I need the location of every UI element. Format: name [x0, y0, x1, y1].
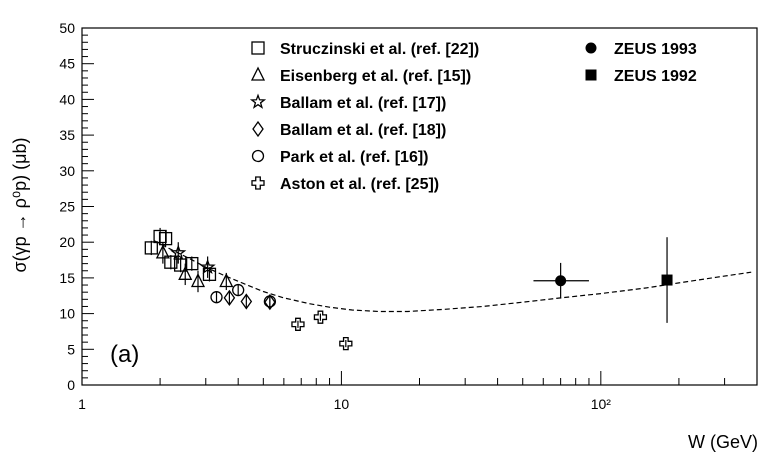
- x-tick-label: 10²: [591, 396, 612, 412]
- data-point: [240, 293, 253, 310]
- y-tick-label: 50: [59, 20, 75, 36]
- marker-filled-circle: [585, 42, 597, 54]
- data-point: [263, 295, 277, 308]
- y-tick-label: 40: [59, 91, 75, 107]
- y-tick-label: 30: [59, 163, 75, 179]
- series-open-cross: [291, 310, 353, 351]
- marker-cross: [313, 310, 328, 324]
- data-point: [202, 267, 217, 282]
- legend-label: Ballam et al. (ref. [17]): [280, 95, 446, 112]
- marker-square: [251, 41, 265, 55]
- y-axis-ticks: 0 5 10 15 20 25 30 35 40 45 50: [59, 20, 94, 393]
- series-open-triangle: [155, 242, 234, 293]
- marker-cross: [251, 176, 265, 190]
- marker-filled-square: [585, 69, 597, 81]
- y-tick-label: 45: [59, 56, 75, 72]
- data-point: [190, 270, 206, 293]
- fit-curve: [154, 240, 752, 313]
- marker-triangle: [190, 273, 206, 288]
- fit-curve-group: [154, 240, 752, 313]
- y-tick-label: 20: [59, 234, 75, 250]
- marker-triangle: [155, 244, 170, 259]
- legend-label: Park et al. (ref. [16]): [280, 149, 429, 166]
- data-point: [199, 256, 216, 278]
- legend-item: Park et al. (ref. [16]): [251, 149, 429, 166]
- data-points: [144, 227, 673, 351]
- series-filled-circle: [533, 262, 589, 299]
- panel-label: (a): [110, 341, 139, 368]
- legend-item: Struczinski et al. (ref. [22]): [251, 41, 479, 58]
- data-point: [232, 283, 245, 297]
- marker-triangle: [178, 265, 193, 280]
- legend-item: Ballam et al. (ref. [18]): [252, 120, 446, 139]
- marker-filled-square: [661, 274, 673, 286]
- marker-triangle: [219, 273, 234, 288]
- marker-circle: [263, 295, 277, 308]
- legend-label: Eisenberg et al. (ref. [15]): [280, 68, 471, 85]
- marker-diamond: [264, 294, 276, 311]
- data-point: [170, 242, 187, 264]
- marker-diamond: [240, 293, 253, 310]
- y-tick-label: 5: [67, 341, 75, 357]
- marker-circle: [251, 149, 265, 163]
- marker-star: [249, 93, 267, 109]
- legend-item: Aston et al. (ref. [25]): [251, 176, 439, 193]
- data-point: [155, 242, 170, 264]
- marker-star: [199, 258, 216, 275]
- marker-square: [202, 267, 217, 281]
- legend-item: Eisenberg et al. (ref. [15]): [250, 66, 471, 85]
- y-tick-label: 25: [59, 199, 75, 215]
- x-tick-label: 1: [78, 396, 86, 412]
- x-tick-label: 10: [334, 396, 350, 412]
- marker-star: [170, 244, 187, 260]
- series-open-star: [170, 242, 216, 278]
- data-point: [210, 291, 223, 304]
- data-point: [185, 256, 199, 271]
- y-tick-label: 15: [59, 270, 75, 286]
- legend: Struczinski et al. (ref. [22]) Eisenberg …: [249, 41, 697, 193]
- data-point: [533, 262, 589, 299]
- marker-circle: [210, 291, 223, 304]
- legend-item: Ballam et al. (ref. [17]): [249, 93, 446, 112]
- data-point: [158, 230, 173, 248]
- marker-cross: [339, 336, 353, 351]
- legend-label: Ballam et al. (ref. [18]): [280, 122, 446, 139]
- marker-square: [158, 231, 173, 246]
- x-axis-ticks: 1 10 10²: [78, 371, 758, 412]
- y-axis-label: σ(γp → ρ⁰p) (μb): [10, 138, 30, 273]
- marker-circle: [232, 283, 245, 297]
- data-point: [291, 317, 305, 331]
- legend-item: ZEUS 1993: [585, 41, 697, 58]
- data-point: [313, 310, 328, 324]
- data-point: [144, 240, 158, 256]
- series-filled-square: [661, 237, 673, 323]
- data-point: [339, 336, 353, 351]
- data-point: [178, 263, 193, 286]
- y-tick-label: 35: [59, 127, 75, 143]
- marker-square: [173, 258, 188, 272]
- data-point: [223, 289, 236, 307]
- legend-label: Struczinski et al. (ref. [22]): [280, 41, 479, 58]
- legend-item: ZEUS 1992: [585, 68, 697, 85]
- marker-square: [164, 255, 178, 269]
- data-point: [173, 257, 188, 273]
- marker-square: [144, 241, 158, 255]
- marker-triangle: [250, 66, 266, 81]
- marker-diamond: [223, 289, 236, 307]
- legend-label: ZEUS 1993: [614, 41, 697, 58]
- x-axis-label: W (GeV): [688, 432, 758, 452]
- data-point: [164, 255, 178, 270]
- marker-filled-circle: [555, 275, 567, 287]
- marker-diamond: [252, 120, 264, 138]
- legend-label: ZEUS 1992: [614, 68, 697, 85]
- marker-cross: [291, 317, 305, 331]
- legend-label: Aston et al. (ref. [25]): [280, 176, 439, 193]
- data-point: [219, 272, 234, 291]
- series-open-square: [144, 227, 217, 282]
- y-tick-label: 10: [59, 306, 75, 322]
- y-tick-label: 0: [67, 377, 75, 393]
- series-open-circle: [210, 283, 277, 308]
- data-point: [661, 237, 673, 323]
